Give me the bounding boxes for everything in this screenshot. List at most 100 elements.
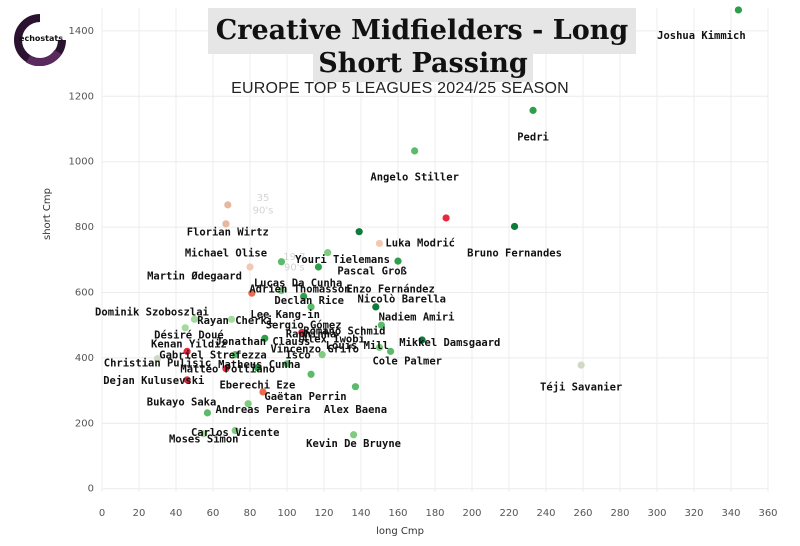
- x-tick-label: 260: [573, 508, 592, 519]
- point-label: Cole Palmer: [372, 355, 442, 367]
- point-label: Sergio Gómez: [266, 319, 342, 331]
- point-label: Christian Pulisic: [104, 357, 211, 369]
- data-point: [307, 303, 315, 311]
- data-point: [442, 214, 450, 222]
- point-label: Dominik Szoboszlai: [95, 306, 209, 318]
- x-tick-label: 220: [499, 508, 518, 519]
- data-point: [200, 430, 208, 438]
- data-point: [222, 365, 230, 373]
- point-label: Eberechi Eze: [219, 379, 295, 391]
- point-label: Joshua Kimmich: [657, 30, 746, 42]
- point-label: Mikkel Damsgaard: [399, 337, 500, 349]
- faint-annotation: 90's: [284, 262, 305, 273]
- x-tick-label: 200: [462, 508, 481, 519]
- data-point: [372, 303, 380, 311]
- point-label: Florian Wirtz: [187, 226, 269, 238]
- data-point: [246, 263, 254, 271]
- point-label: Luka Modrić: [385, 238, 455, 250]
- point-label: Louis Mill: [326, 340, 389, 352]
- data-point: [203, 409, 212, 417]
- x-tick-label: 20: [133, 508, 146, 519]
- point-label: Dejan Kulusevski: [103, 375, 204, 387]
- x-tick-label: 140: [351, 508, 370, 519]
- data-point: [231, 426, 239, 435]
- point-label: Enzo Fernández: [346, 284, 435, 296]
- data-point: [734, 6, 743, 14]
- point-label: Declan Rice: [274, 295, 344, 307]
- point-label: Nadiem Amiri: [379, 311, 455, 323]
- point-label: Vincenzo Grifo: [270, 344, 359, 356]
- data-point: [283, 360, 291, 368]
- data-point: [277, 258, 286, 266]
- data-point: [351, 383, 360, 391]
- faint-annotation: 35: [257, 193, 270, 204]
- data-point: [510, 222, 519, 231]
- x-tick-label: 320: [684, 508, 703, 519]
- data-point: [375, 343, 384, 352]
- point-label: Pascal Groß: [337, 266, 407, 278]
- point-label: Gabriel Strefezza: [159, 350, 266, 362]
- point-label: Martin Ødegaard: [147, 270, 242, 282]
- chart-subtitle: EUROPE TOP 5 LEAGUES 2024/25 SEASON: [231, 80, 569, 97]
- point-label: Rayan Cherki: [197, 315, 273, 327]
- x-tick-label: 280: [610, 508, 629, 519]
- data-point: [529, 106, 537, 114]
- data-point: [183, 347, 191, 355]
- data-point: [318, 351, 326, 359]
- y-tick-label: 0: [88, 484, 94, 495]
- data-point: [300, 292, 308, 301]
- faint-annotation: 90's: [253, 205, 274, 216]
- data-point: [183, 376, 191, 384]
- point-label: Raphinha: [286, 329, 337, 341]
- y-tick-label: 1200: [69, 91, 94, 102]
- data-point: [418, 336, 426, 344]
- x-tick-label: 240: [536, 508, 555, 519]
- point-label: Kevin De Bruyne: [306, 438, 401, 450]
- data-point: [259, 388, 267, 396]
- y-tick-label: 200: [75, 418, 94, 429]
- data-point: [181, 324, 189, 332]
- point-label: Isco: [285, 350, 310, 362]
- x-tick-label: 180: [425, 508, 444, 519]
- point-label: Adrien Thomasson: [249, 284, 350, 296]
- point-label: Bruno Fernandes: [467, 248, 562, 260]
- point-label: Alex Baena: [324, 404, 387, 416]
- point-label: Gaëtan Perrin: [264, 391, 346, 403]
- data-point: [387, 347, 395, 355]
- data-point: [222, 220, 230, 228]
- data-point: [153, 354, 162, 363]
- logo-text: echostats: [19, 34, 63, 43]
- point-label: Carlos Vicente: [191, 427, 280, 439]
- y-tick-label: 400: [75, 353, 94, 364]
- point-label: Pedri: [517, 131, 549, 143]
- point-label: Lee Kang-in: [250, 309, 320, 321]
- data-point: [244, 400, 252, 408]
- point-label: Matheus Cunha: [218, 359, 300, 371]
- data-point: [355, 228, 363, 236]
- x-tick-label: 160: [388, 508, 407, 519]
- x-tick-label: 300: [647, 508, 666, 519]
- point-label: Youri Tielemans: [295, 254, 390, 266]
- point-label: Désiré Doué: [154, 329, 224, 341]
- y-tick-label: 1000: [69, 157, 94, 168]
- data-point: [261, 334, 269, 342]
- data-point: [190, 315, 199, 323]
- data-point: [314, 263, 323, 271]
- data-point: [277, 286, 286, 295]
- data-point: [377, 321, 385, 329]
- data-point: [307, 370, 315, 378]
- point-label: Alex Iwobi: [302, 334, 365, 346]
- x-tick-label: 100: [277, 508, 296, 519]
- point-label: Mattéo Pottiano: [180, 364, 275, 376]
- data-point: [350, 431, 358, 439]
- data-point: [324, 249, 332, 257]
- data-point: [231, 351, 239, 359]
- point-label: Michael Olise: [185, 248, 267, 260]
- data-point: [248, 289, 256, 297]
- chart-title-line-2: Short Passing: [313, 46, 533, 82]
- data-point: [227, 315, 236, 323]
- faint-annotation: 19.7: [283, 252, 305, 263]
- x-axis-title: long Cmp: [376, 526, 424, 537]
- point-label: Romano Schmid: [303, 325, 385, 337]
